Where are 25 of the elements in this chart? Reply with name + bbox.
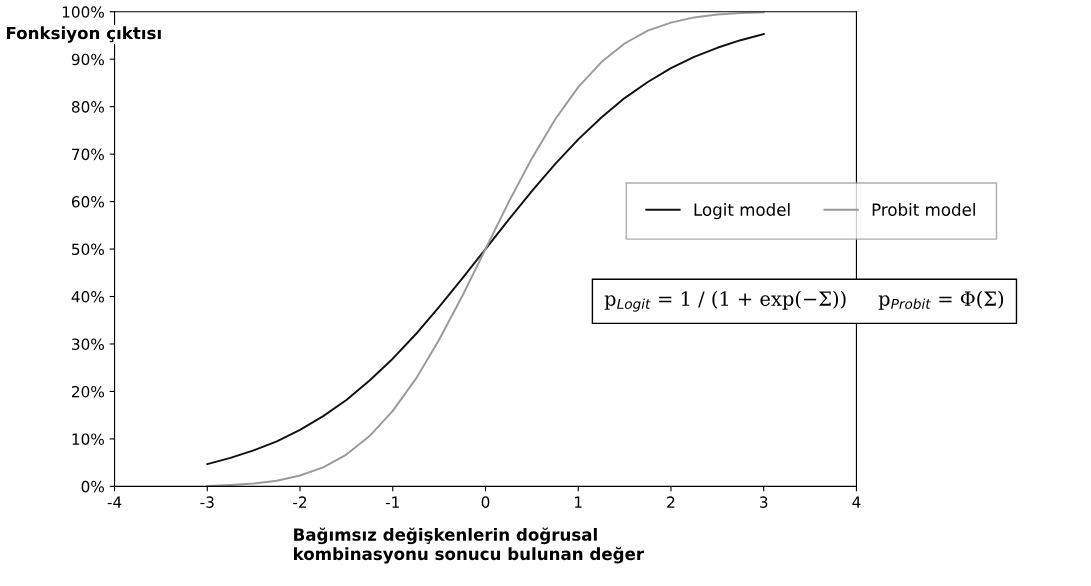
y-tick-label: 70% (72, 148, 104, 161)
y-tick-label: 40% (71, 290, 104, 303)
y-tick-label: 10% (72, 433, 104, 445)
y-tick-label: 30% (72, 338, 104, 350)
y-axis-title: Fonksiyon çıktısı (6, 26, 161, 43)
x-tick-label: 3 (760, 496, 768, 508)
y-tick-label: 0% (81, 480, 104, 493)
x-tick-label: -4 (107, 496, 122, 508)
x-tick-label: -1 (385, 496, 399, 508)
x-tick-label: 0 (481, 496, 490, 508)
y-tick-label: 90% (71, 53, 104, 66)
x-tick-label: -3 (200, 496, 214, 508)
x-tick-label: -2 (293, 496, 307, 508)
annotation: p$_{Logit}$ = 1 / (1 + exp(−Σ)) p$_{Probit}$ = Φ(Σ) (604, 290, 1004, 312)
legend-label: Probit model (872, 203, 975, 216)
y-tick-label: 50% (72, 243, 104, 256)
y-tick-label: 60% (71, 196, 104, 208)
x-tick-label: 1 (575, 496, 582, 508)
legend-label: Logit model (694, 203, 790, 220)
x-tick-label: 2 (667, 496, 675, 508)
y-tick-label: 80% (71, 101, 104, 113)
y-tick-label: 20% (72, 385, 104, 398)
x-tick-label: 4 (852, 496, 861, 508)
x-axis-title: Bağımsız değişkenlerin doğrusal kombinasyonu sonucu bulunan değer (294, 527, 645, 564)
y-tick-label: 100% (62, 6, 104, 18)
